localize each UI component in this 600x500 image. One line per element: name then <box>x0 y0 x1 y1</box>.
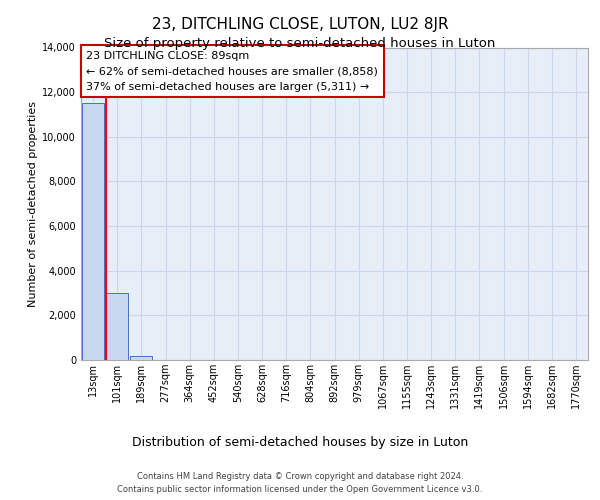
Text: Contains HM Land Registry data © Crown copyright and database right 2024.
Contai: Contains HM Land Registry data © Crown c… <box>118 472 482 494</box>
Text: 23 DITCHLING CLOSE: 89sqm
← 62% of semi-detached houses are smaller (8,858)
37% : 23 DITCHLING CLOSE: 89sqm ← 62% of semi-… <box>86 50 378 92</box>
Bar <box>106 293 128 360</box>
Text: Size of property relative to semi-detached houses in Luton: Size of property relative to semi-detach… <box>104 38 496 51</box>
Y-axis label: Number of semi-detached properties: Number of semi-detached properties <box>28 101 38 306</box>
Text: Distribution of semi-detached houses by size in Luton: Distribution of semi-detached houses by … <box>132 436 468 449</box>
Bar <box>82 104 104 360</box>
Text: 23, DITCHLING CLOSE, LUTON, LU2 8JR: 23, DITCHLING CLOSE, LUTON, LU2 8JR <box>152 18 448 32</box>
Bar <box>130 356 152 360</box>
